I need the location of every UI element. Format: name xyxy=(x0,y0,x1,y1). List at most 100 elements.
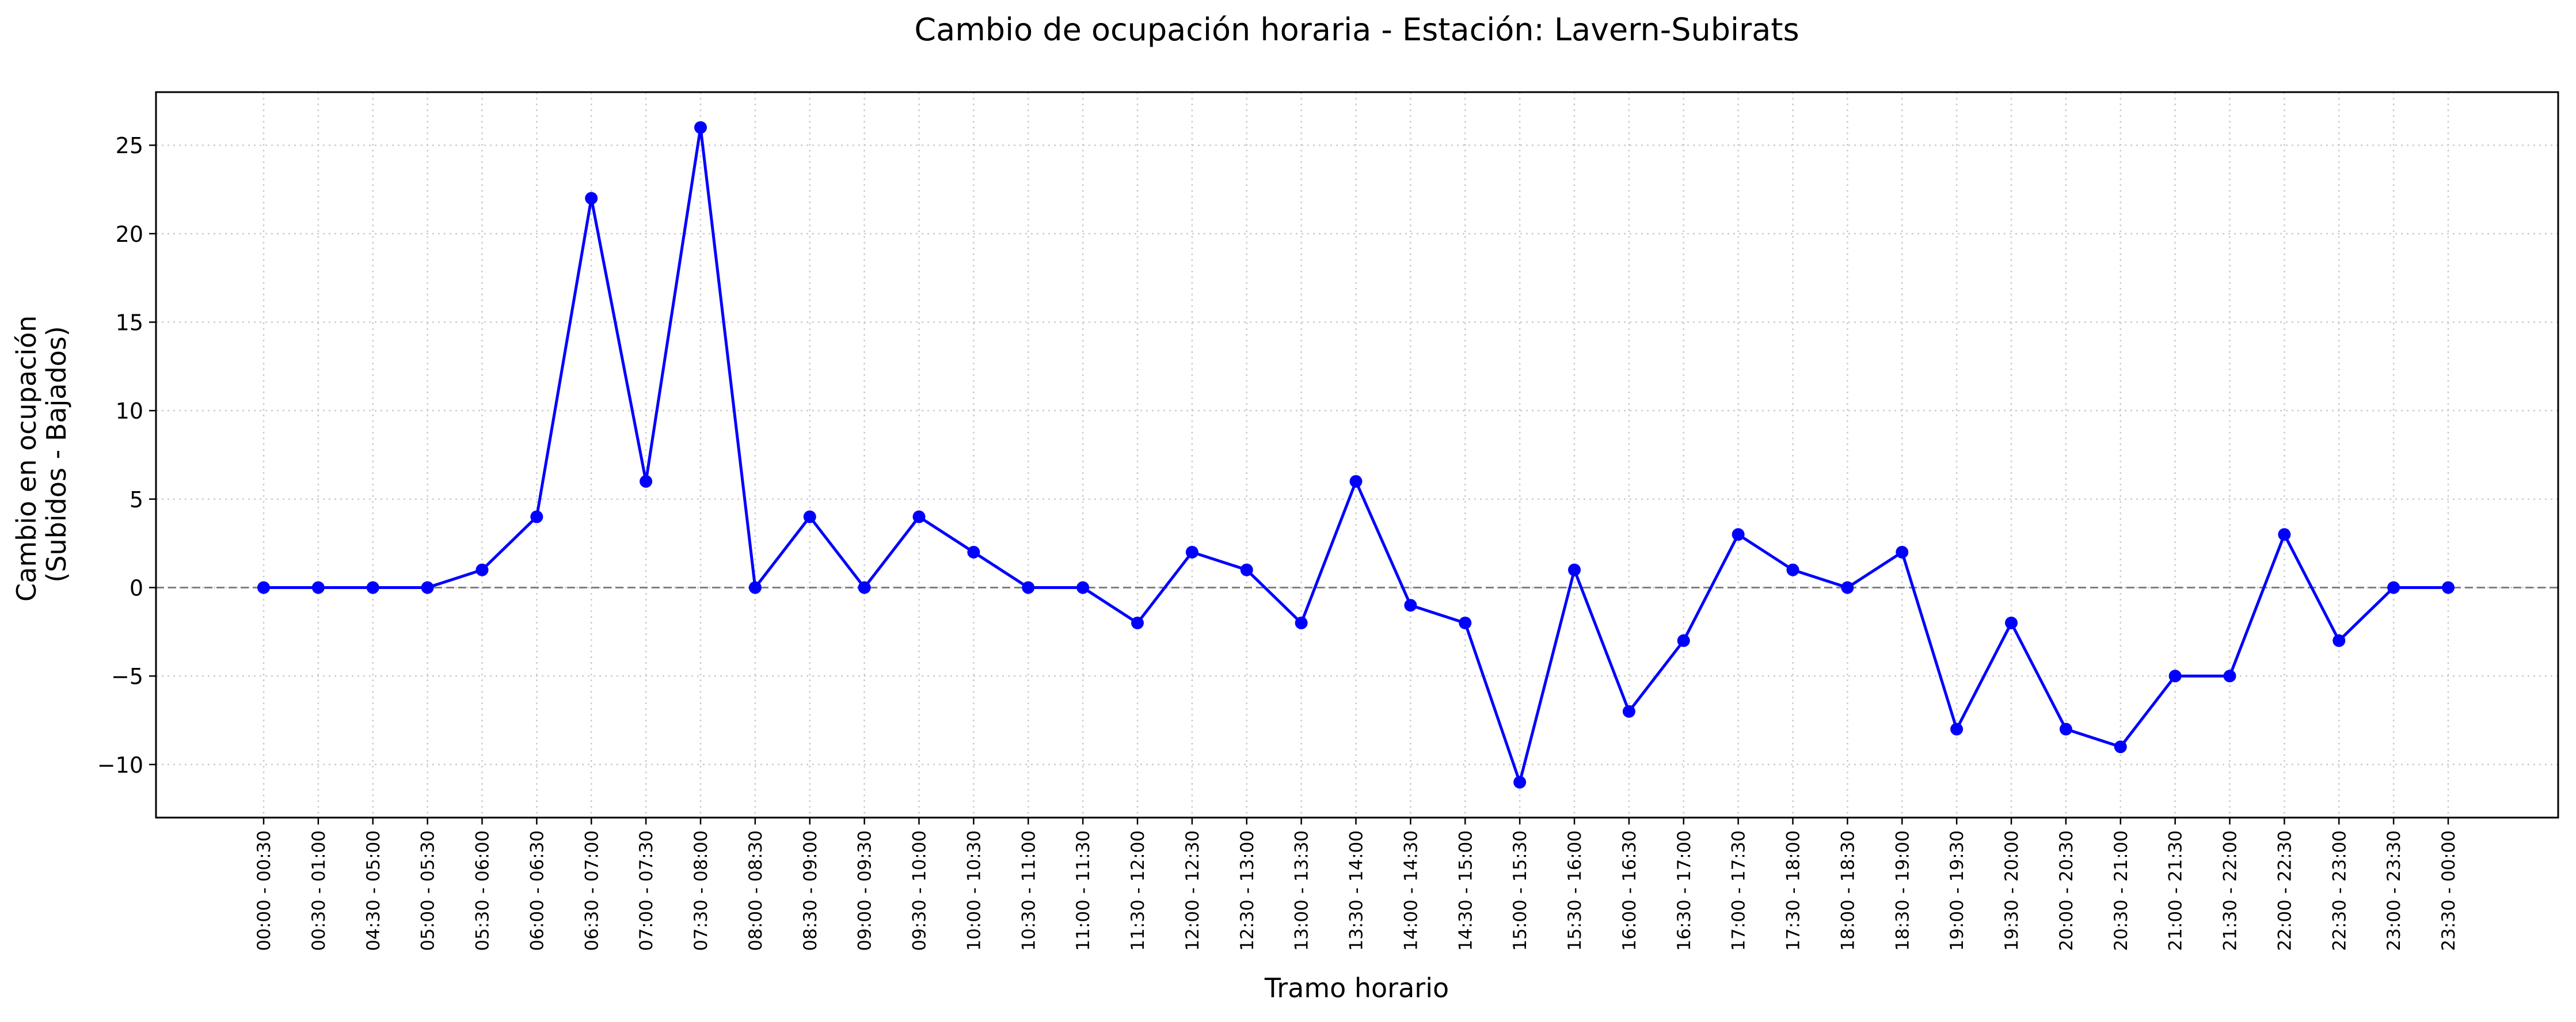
data-point xyxy=(585,192,598,205)
data-point xyxy=(1622,705,1635,718)
data-point xyxy=(2168,670,2182,683)
data-point xyxy=(2442,581,2455,594)
data-point xyxy=(1404,599,1417,612)
data-markers xyxy=(257,121,2455,789)
x-tick-label: 18:30 - 19:00 xyxy=(1892,830,1913,951)
data-point xyxy=(257,581,270,594)
x-tick-label: 09:30 - 10:00 xyxy=(910,830,930,951)
y-axis-ticks: −10 −5 0 5 10 15 20 25 xyxy=(97,133,156,778)
x-tick-label: 13:00 - 13:30 xyxy=(1292,830,1312,951)
x-tick-label: 07:00 - 07:30 xyxy=(636,830,657,951)
x-tick-label: 11:30 - 12:00 xyxy=(1128,830,1148,951)
y-tick-label: 15 xyxy=(116,310,143,336)
data-point xyxy=(530,510,543,523)
data-point xyxy=(475,563,489,576)
x-tick-label: 18:00 - 18:30 xyxy=(1837,830,1858,951)
x-tick-label: 09:00 - 09:30 xyxy=(855,830,876,951)
y-axis-label-line-2: (Subidos - Bajados) xyxy=(41,326,72,582)
x-tick-label: 15:30 - 16:00 xyxy=(1565,830,1585,951)
x-tick-label: 06:00 - 06:30 xyxy=(527,830,547,951)
data-point xyxy=(421,581,434,594)
y-tick-label: −5 xyxy=(111,664,143,689)
data-point xyxy=(2278,528,2291,541)
y-tick-label: 20 xyxy=(116,222,143,247)
data-point xyxy=(2059,723,2072,736)
x-tick-label: 23:00 - 23:30 xyxy=(2384,830,2404,951)
data-point xyxy=(1459,616,1472,629)
data-point xyxy=(1677,634,1690,647)
data-point xyxy=(858,581,871,594)
y-tick-label: 25 xyxy=(116,133,143,158)
x-tick-label: 04:30 - 05:00 xyxy=(363,830,384,951)
data-point xyxy=(1022,581,1035,594)
data-point xyxy=(912,510,926,523)
data-point xyxy=(1513,776,1527,789)
x-tick-label: 22:00 - 22:30 xyxy=(2274,830,2295,951)
data-point xyxy=(640,475,653,488)
x-tick-label: 12:30 - 13:00 xyxy=(1237,830,1258,951)
x-tick-label: 16:30 - 17:00 xyxy=(1674,830,1695,951)
data-point xyxy=(1786,563,1799,576)
x-tick-label: 00:00 - 00:30 xyxy=(254,830,275,951)
x-tick-label: 16:00 - 16:30 xyxy=(1619,830,1640,951)
data-point xyxy=(694,121,707,134)
data-point xyxy=(1841,581,1854,594)
x-tick-label: 15:00 - 15:30 xyxy=(1510,830,1531,951)
x-tick-label: 12:00 - 12:30 xyxy=(1182,830,1203,951)
data-point xyxy=(967,546,980,559)
x-tick-label: 08:00 - 08:30 xyxy=(745,830,766,951)
y-tick-label: 0 xyxy=(130,575,143,601)
x-tick-label: 14:00 - 14:30 xyxy=(1401,830,1421,951)
x-tick-label: 21:30 - 22:00 xyxy=(2220,830,2241,951)
x-axis-label: Tramo horario xyxy=(1264,972,1449,1004)
y-axis-label-line-1: Cambio en ocupación xyxy=(11,316,42,602)
x-tick-label: 07:30 - 08:00 xyxy=(691,830,711,951)
data-point xyxy=(1131,616,1144,629)
x-tick-label: 20:00 - 20:30 xyxy=(2056,830,2077,951)
data-point xyxy=(1076,581,1090,594)
data-point xyxy=(2223,670,2236,683)
y-axis-label: Cambio en ocupación (Subidos - Bajados) xyxy=(11,307,72,602)
data-point xyxy=(1240,563,1253,576)
x-tick-label: 19:00 - 19:30 xyxy=(1947,830,1968,951)
x-tick-label: 11:00 - 11:30 xyxy=(1073,830,1094,951)
data-point xyxy=(1185,546,1198,559)
data-point xyxy=(2114,740,2127,754)
x-tick-label: 08:30 - 09:00 xyxy=(800,830,821,951)
x-tick-label: 19:30 - 20:00 xyxy=(2002,830,2022,951)
x-axis-ticks: 00:00 - 00:30 00:30 - 01:00 04:30 - 05:00 0… xyxy=(254,818,2459,951)
y-tick-label: 10 xyxy=(116,398,143,424)
x-tick-label: 06:30 - 07:00 xyxy=(581,830,602,951)
data-point xyxy=(2005,616,2018,629)
x-tick-label: 05:00 - 05:30 xyxy=(418,830,439,951)
x-tick-label: 22:30 - 23:00 xyxy=(2329,830,2350,951)
x-tick-label: 10:30 - 11:00 xyxy=(1018,830,1039,951)
x-tick-label: 13:30 - 14:00 xyxy=(1346,830,1367,951)
grid-lines xyxy=(156,92,2558,818)
data-point xyxy=(748,581,762,594)
y-tick-label: −10 xyxy=(97,753,143,778)
x-tick-label: 17:00 - 17:30 xyxy=(1729,830,1749,951)
data-point xyxy=(2387,581,2400,594)
data-point xyxy=(1295,616,1308,629)
data-point xyxy=(1568,563,1581,576)
data-point xyxy=(1896,546,1909,559)
x-tick-label: 10:00 - 10:30 xyxy=(964,830,984,951)
x-tick-label: 20:30 - 21:00 xyxy=(2111,830,2132,951)
data-point xyxy=(311,581,325,594)
data-point xyxy=(2333,634,2346,647)
x-tick-label: 23:30 - 00:00 xyxy=(2438,830,2459,951)
x-tick-label: 05:30 - 06:00 xyxy=(473,830,493,951)
data-point xyxy=(366,581,379,594)
x-tick-label: 14:30 - 15:00 xyxy=(1455,830,1476,951)
data-point xyxy=(1349,475,1363,488)
data-point xyxy=(803,510,816,523)
data-point xyxy=(1732,528,1745,541)
plot-frame xyxy=(155,91,2559,819)
x-tick-label: 17:30 - 18:00 xyxy=(1783,830,1804,951)
y-tick-label: 5 xyxy=(130,487,143,512)
x-tick-label: 00:30 - 01:00 xyxy=(309,830,329,951)
data-point xyxy=(1950,723,1964,736)
chart-title: Cambio de ocupación horaria - Estación: … xyxy=(914,12,1799,48)
